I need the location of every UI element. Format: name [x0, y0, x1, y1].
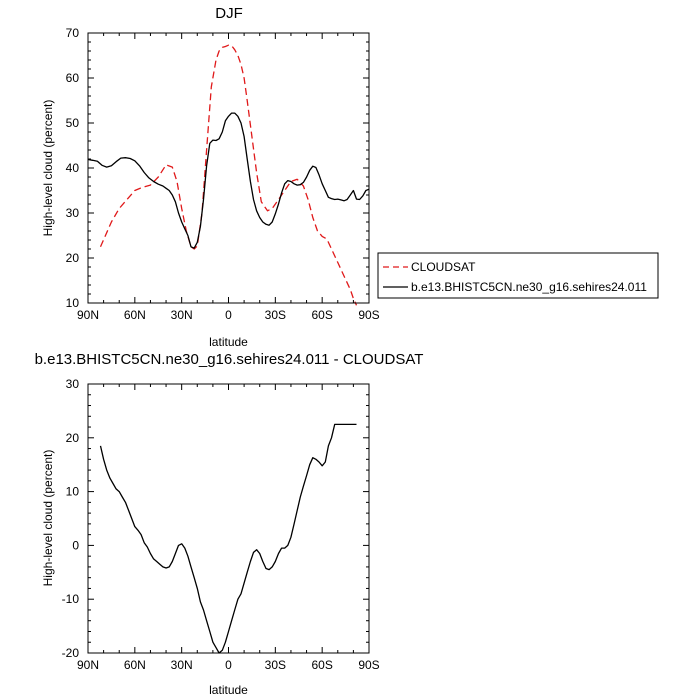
bottom-x-tick-label: 30S [265, 658, 286, 672]
top-y-tick-label: 10 [66, 296, 80, 310]
legend-label-model: b.e13.BHISTC5CN.ne30_g16.sehires24.011 [411, 280, 647, 294]
bottom-panel: b.e13.BHISTC5CN.ne30_g16.sehires24.011 -… [35, 351, 424, 697]
bottom-chart-title: b.e13.BHISTC5CN.ne30_g16.sehires24.011 -… [35, 351, 424, 368]
top-y-axis-label: High-level cloud (percent) [41, 100, 55, 237]
top-y-tick-label: 50 [66, 116, 80, 130]
bottom-x-tick-label: 90S [358, 658, 379, 672]
bottom-plot-frame [87, 383, 370, 654]
bottom-y-tick-label: 10 [66, 485, 80, 499]
bottom-x-tick-label: 90N [77, 658, 99, 672]
legend-box [377, 252, 659, 299]
top-x-tick-label: 30N [171, 308, 193, 322]
bottom-x-axis-label: latitude [209, 683, 248, 697]
top-plot-frame [87, 32, 370, 304]
bottom-y-tick-label: 0 [72, 538, 79, 552]
bottom-y-tick-label: -10 [62, 592, 80, 606]
top-panel: DJF 90N 60N 30N 0 30S 60S 90S 10 20 30 40 50 60 70 la… [41, 5, 380, 349]
legend: CLOUDSAT b.e13.BHISTC5CN.ne30_g16.sehire… [377, 252, 659, 299]
top-y-tick-label: 20 [66, 251, 80, 265]
bottom-series-line-0 [99, 423, 357, 654]
top-series-line-1 [87, 112, 370, 249]
top-x-axis-label: latitude [209, 335, 248, 349]
top-x-tick-label: 90S [358, 308, 379, 322]
top-chart-series [87, 44, 370, 306]
bottom-y-tick-label: -20 [62, 646, 80, 660]
bottom-y-tick-label: 20 [66, 431, 80, 445]
legend-label-cloudsat: CLOUDSAT [411, 260, 476, 274]
top-series-line-0 [99, 44, 358, 306]
top-chart-ticks: 90N 60N 30N 0 30S 60S 90S 10 20 30 40 50 60 70 [66, 26, 380, 322]
bottom-y-axis-label: High-level cloud (percent) [41, 450, 55, 587]
bottom-x-tick-label: 60N [124, 658, 146, 672]
bottom-x-tick-label: 0 [225, 658, 232, 672]
bottom-x-tick-label: 60S [311, 658, 332, 672]
top-x-tick-label: 0 [225, 308, 232, 322]
top-y-tick-label: 30 [66, 206, 80, 220]
bottom-y-tick-label: 30 [66, 377, 80, 391]
top-x-tick-label: 60S [311, 308, 332, 322]
top-y-tick-label: 40 [66, 161, 80, 175]
bottom-chart-series [99, 423, 357, 654]
top-x-tick-label: 60N [124, 308, 146, 322]
bottom-x-tick-label: 30N [171, 658, 193, 672]
top-x-tick-label: 30S [265, 308, 286, 322]
top-x-tick-label: 90N [77, 308, 99, 322]
top-chart-title: DJF [215, 5, 243, 22]
top-y-tick-label: 70 [66, 26, 80, 40]
bottom-chart-ticks: 90N 60N 30N 0 30S 60S 90S -20 -10 0 10 20 30 [62, 377, 380, 672]
top-y-tick-label: 60 [66, 71, 80, 85]
